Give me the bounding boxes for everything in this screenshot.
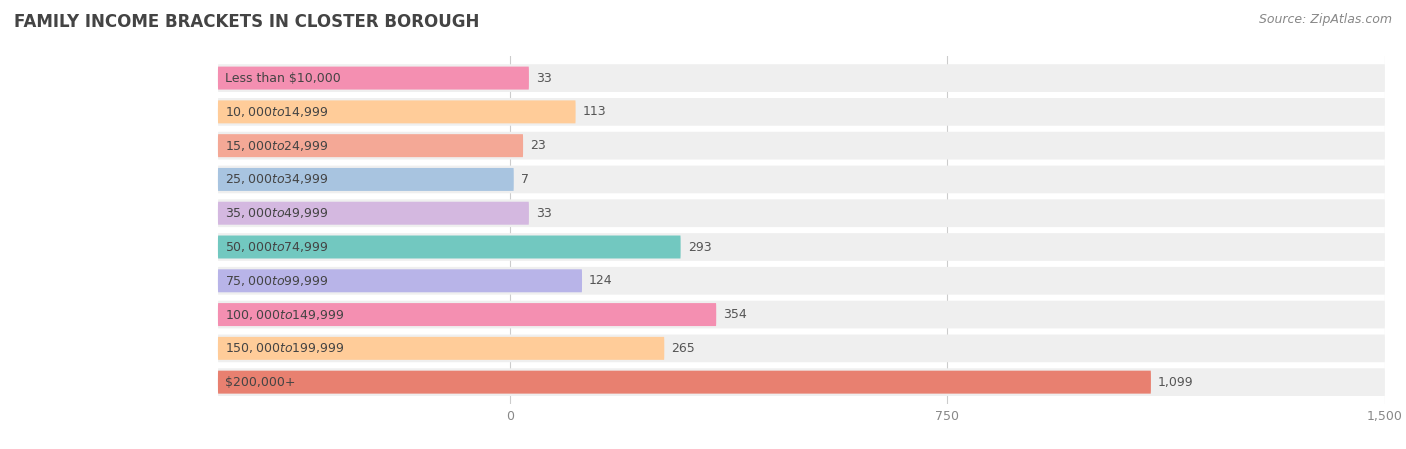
FancyBboxPatch shape [218,134,523,157]
FancyBboxPatch shape [218,199,1385,227]
Text: 1,099: 1,099 [1159,376,1194,389]
Text: 265: 265 [671,342,695,355]
FancyBboxPatch shape [218,368,1385,396]
FancyBboxPatch shape [218,64,1385,92]
Text: $15,000 to $24,999: $15,000 to $24,999 [225,139,329,153]
FancyBboxPatch shape [218,233,1385,261]
FancyBboxPatch shape [218,267,1385,295]
Text: $100,000 to $149,999: $100,000 to $149,999 [225,308,344,321]
FancyBboxPatch shape [218,301,1385,328]
FancyBboxPatch shape [218,66,529,89]
FancyBboxPatch shape [218,335,1385,362]
FancyBboxPatch shape [218,98,1385,126]
Text: $25,000 to $34,999: $25,000 to $34,999 [225,172,329,186]
Text: $10,000 to $14,999: $10,000 to $14,999 [225,105,329,119]
Text: 124: 124 [589,274,613,287]
Text: 33: 33 [536,71,551,84]
Text: 293: 293 [688,241,711,254]
FancyBboxPatch shape [218,202,529,224]
Text: $35,000 to $49,999: $35,000 to $49,999 [225,206,329,220]
Text: 23: 23 [530,139,546,152]
Text: 113: 113 [582,106,606,119]
Text: $75,000 to $99,999: $75,000 to $99,999 [225,274,329,288]
FancyBboxPatch shape [218,168,513,191]
Text: 354: 354 [723,308,747,321]
Text: Less than $10,000: Less than $10,000 [225,71,340,84]
FancyBboxPatch shape [218,371,1152,394]
FancyBboxPatch shape [218,236,681,259]
FancyBboxPatch shape [218,303,716,326]
Text: 7: 7 [520,173,529,186]
Text: $200,000+: $200,000+ [225,376,295,389]
Text: $50,000 to $74,999: $50,000 to $74,999 [225,240,329,254]
Text: FAMILY INCOME BRACKETS IN CLOSTER BOROUGH: FAMILY INCOME BRACKETS IN CLOSTER BOROUG… [14,13,479,31]
Text: 33: 33 [536,207,551,220]
FancyBboxPatch shape [218,166,1385,193]
Text: $150,000 to $199,999: $150,000 to $199,999 [225,341,344,355]
FancyBboxPatch shape [218,101,575,123]
FancyBboxPatch shape [218,132,1385,159]
FancyBboxPatch shape [218,269,582,292]
Text: Source: ZipAtlas.com: Source: ZipAtlas.com [1258,13,1392,26]
FancyBboxPatch shape [218,337,664,360]
